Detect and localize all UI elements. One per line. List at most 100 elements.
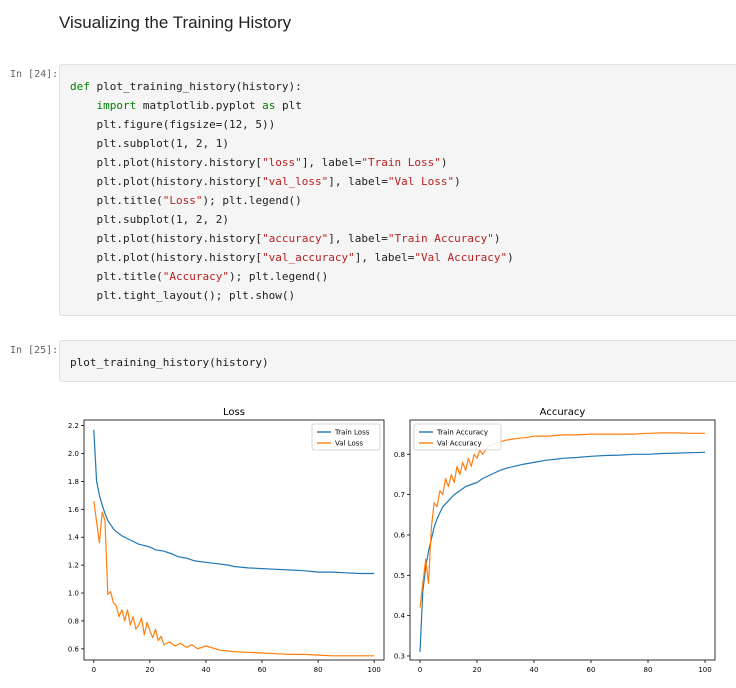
cell-prompt: In [25]: — [10, 345, 59, 356]
code-line: plt.subplot(1, 2, 2) — [70, 210, 514, 229]
x-tick-label: 0 — [418, 666, 422, 674]
code-text: ], label= — [328, 175, 388, 188]
series-line-train — [93, 429, 375, 575]
cell-output: Loss 0 20 40 60 80 100 0.6 0.8 1.0 1.2 1.4 1.6 1.8 2.0… — [59, 396, 736, 684]
code-line: plt.title("Accuracy"); plt.legend() — [70, 267, 514, 286]
code-line: plt.title("Loss"); plt.legend() — [70, 191, 514, 210]
code-line: plot_training_history(history) — [70, 353, 269, 372]
code-cell[interactable]: plot_training_history(history) — [59, 340, 736, 382]
y-tick-label: 0.8 — [68, 617, 79, 625]
y-tick-label: 0.6 — [68, 645, 80, 653]
y-tick-label: 0.3 — [394, 652, 405, 660]
code-text: ); plt.legend() — [202, 194, 302, 207]
section-heading: Visualizing the Training History — [59, 13, 292, 32]
series-line-val — [93, 500, 375, 657]
code-text: matplotlib.pyplot — [136, 99, 263, 112]
code-text: ], label= — [328, 232, 388, 245]
code-text: ) — [507, 251, 514, 264]
chart-title: Loss — [223, 407, 245, 418]
code-keyword: import — [96, 99, 137, 112]
code-text: plt.plot(history.history[ — [70, 156, 263, 169]
x-tick-label: 60 — [587, 666, 596, 674]
code-text: plt.tight_layout(); plt.show() — [70, 289, 296, 302]
x-tick-label: 0 — [92, 666, 96, 674]
y-tick-label: 1.8 — [68, 478, 79, 486]
training-history-figure: Loss 0 20 40 60 80 100 0.6 0.8 1.0 1.2 1.4 1.6 1.8 2.0… — [68, 407, 716, 674]
code-text: ], label= — [354, 251, 415, 264]
y-tick-label: 2.0 — [68, 450, 79, 458]
code-line: plt.subplot(1, 2, 1) — [70, 134, 514, 153]
code-string: "val_loss" — [262, 175, 329, 188]
code-string: "Train Loss" — [361, 156, 441, 169]
series-line-val — [419, 432, 705, 608]
legend: Train Accuracy Val Accuracy — [413, 423, 502, 451]
loss-subplot: Loss 0 20 40 60 80 100 0.6 0.8 1.0 1.2 1.4 1.6 1.8 2.0… — [68, 407, 385, 674]
legend-entry: Train Accuracy — [436, 429, 488, 437]
x-tick-label: 20 — [473, 666, 482, 674]
code-editor[interactable]: plot_training_history(history) — [70, 353, 269, 372]
x-tick-label: 40 — [530, 666, 539, 674]
y-tick-label: 1.2 — [68, 562, 79, 570]
code-text: plt.title( — [70, 270, 163, 283]
code-line: plt.plot(history.history["loss"], label=… — [70, 153, 514, 172]
x-tick-label: 80 — [314, 666, 323, 674]
code-text — [70, 99, 97, 112]
code-text: plt.plot(history.history[ — [70, 175, 263, 188]
x-tick-label: 100 — [698, 666, 711, 674]
code-string: "Loss" — [162, 194, 203, 207]
legend: Train Loss Val Loss — [311, 423, 381, 451]
x-tick-label: 60 — [258, 666, 267, 674]
x-tick-label: 40 — [202, 666, 211, 674]
x-tick-label: 80 — [644, 666, 653, 674]
code-text: plt.plot(history.history[ — [70, 232, 263, 245]
legend-entry: Val Loss — [335, 440, 363, 448]
y-tick-label: 0.8 — [394, 451, 405, 459]
code-text: ); plt.legend() — [228, 270, 329, 283]
legend-box — [413, 423, 502, 451]
code-text: ) — [440, 156, 448, 169]
code-string: "Accuracy" — [162, 270, 229, 283]
code-cell[interactable]: def plot_training_history(history): impo… — [59, 64, 736, 316]
legend-entry: Val Accuracy — [437, 440, 482, 448]
code-text: plot_training_history(history): — [89, 80, 302, 93]
code-text: ) — [454, 175, 461, 188]
axes-frame — [409, 419, 716, 661]
code-string: "val_accuracy" — [262, 251, 355, 264]
code-string: "loss" — [262, 156, 302, 169]
code-string: "Val Accuracy" — [414, 251, 508, 264]
code-line: plt.tight_layout(); plt.show() — [70, 286, 514, 305]
code-text: plt.subplot(1, 2, 2) — [70, 213, 229, 226]
y-tick-label: 0.4 — [394, 612, 406, 620]
code-text: plt.title( — [70, 194, 163, 207]
code-text: plt.plot(history.history[ — [70, 251, 263, 264]
code-line: import matplotlib.pyplot as plt — [70, 96, 514, 115]
code-string: "accuracy" — [262, 232, 329, 245]
code-text: ) — [493, 232, 501, 245]
code-line: def plot_training_history(history): — [70, 77, 514, 96]
y-tick-label: 0.6 — [394, 531, 406, 539]
x-tick-label: 20 — [145, 666, 154, 674]
code-string: "Train Accuracy" — [387, 232, 494, 245]
accuracy-subplot: Accuracy 0 20 40 60 80 100 0.3 0.4 0.5 0.6 0.7 0.8 Tr… — [394, 407, 716, 674]
x-tick-label: 100 — [367, 666, 380, 674]
code-text: plt — [275, 99, 302, 112]
y-tick-label: 1.0 — [68, 590, 79, 598]
y-tick-label: 0.5 — [394, 572, 405, 580]
code-line: plt.plot(history.history["val_loss"], la… — [70, 172, 514, 191]
code-text: ], label= — [301, 156, 362, 169]
code-text: plt.figure(figsize=(12, 5)) — [70, 118, 276, 131]
cell-prompt: In [24]: — [10, 69, 59, 80]
y-tick-label: 0.7 — [394, 491, 405, 499]
code-text: plt.subplot(1, 2, 1) — [70, 137, 229, 150]
code-line: plt.figure(figsize=(12, 5)) — [70, 115, 514, 134]
y-tick-label: 2.2 — [68, 422, 79, 430]
code-string: "Val Loss" — [387, 175, 455, 188]
legend-entry: Train Loss — [334, 429, 370, 437]
axes-frame — [83, 419, 385, 661]
y-tick-label: 1.6 — [68, 506, 80, 514]
code-text: plot_training_history(history) — [70, 356, 269, 369]
chart-title: Accuracy — [540, 407, 586, 418]
code-editor[interactable]: def plot_training_history(history): impo… — [70, 77, 514, 305]
code-keyword: as — [262, 99, 276, 112]
code-line: plt.plot(history.history["accuracy"], la… — [70, 229, 514, 248]
